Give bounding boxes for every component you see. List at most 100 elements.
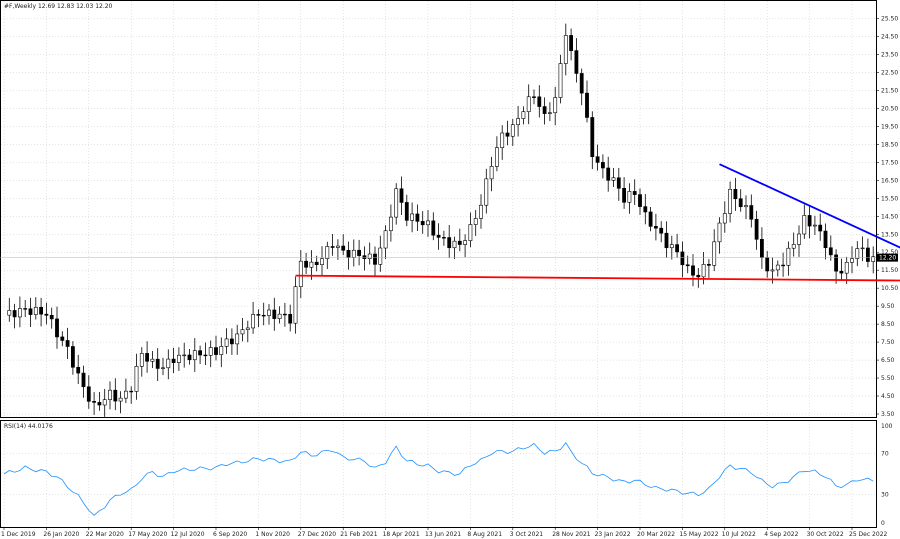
candle bbox=[828, 235, 833, 261]
candle bbox=[145, 341, 150, 373]
candle bbox=[33, 297, 38, 320]
candle bbox=[834, 249, 839, 284]
candle bbox=[134, 353, 139, 400]
candle bbox=[812, 215, 817, 236]
candle bbox=[717, 217, 722, 254]
candle bbox=[585, 80, 589, 123]
candle bbox=[675, 233, 680, 258]
candle bbox=[638, 188, 642, 215]
support-trendline bbox=[295, 274, 900, 282]
candle bbox=[102, 388, 107, 417]
candle bbox=[394, 183, 399, 225]
candle bbox=[240, 317, 245, 342]
candle bbox=[92, 392, 97, 415]
candle bbox=[521, 106, 526, 125]
candle bbox=[12, 303, 17, 329]
time-tick-label: 6 Sep 2020 bbox=[213, 531, 247, 538]
candle bbox=[81, 365, 86, 398]
candle bbox=[860, 236, 865, 262]
candle bbox=[304, 252, 309, 274]
candle bbox=[426, 210, 430, 237]
candle bbox=[680, 241, 685, 278]
candle bbox=[706, 259, 711, 278]
price-tick-label: 4.50 bbox=[881, 393, 895, 400]
candle bbox=[447, 225, 452, 259]
candle bbox=[441, 230, 446, 246]
candle bbox=[802, 204, 807, 239]
candle bbox=[65, 327, 70, 360]
time-tick-label: 28 Nov 2021 bbox=[552, 531, 591, 538]
candle bbox=[399, 176, 404, 215]
candle bbox=[155, 348, 160, 382]
candle bbox=[632, 179, 637, 205]
candle bbox=[542, 97, 547, 125]
candle bbox=[28, 297, 33, 327]
candle bbox=[39, 297, 44, 327]
candle bbox=[479, 194, 483, 229]
candle bbox=[622, 177, 627, 209]
candle bbox=[797, 225, 801, 257]
rsi-grid bbox=[1, 421, 876, 527]
candle bbox=[298, 250, 303, 299]
candle bbox=[161, 357, 165, 376]
time-tick-label: 30 Oct 2022 bbox=[807, 531, 844, 538]
candle bbox=[855, 241, 860, 267]
candle bbox=[537, 85, 542, 118]
candle bbox=[410, 202, 415, 233]
time-tick-label: 25 Dec 2022 bbox=[849, 531, 888, 538]
candle bbox=[124, 378, 128, 404]
time-tick-label: 12 Jul 2020 bbox=[171, 531, 205, 538]
candle bbox=[579, 68, 584, 106]
price-tick-label: 10.50 bbox=[881, 285, 898, 292]
price-tick-label: 7.50 bbox=[881, 339, 895, 346]
candle bbox=[362, 246, 367, 271]
candle bbox=[171, 347, 176, 374]
time-tick-label: 21 Feb 2021 bbox=[340, 531, 378, 538]
candle bbox=[23, 300, 28, 318]
price-tick-label: 17.50 bbox=[881, 159, 898, 166]
candle bbox=[505, 120, 510, 146]
candle bbox=[245, 320, 250, 343]
candle bbox=[744, 195, 748, 220]
time-tick-label: 20 Mar 2022 bbox=[637, 531, 675, 538]
candle bbox=[823, 223, 828, 260]
candle bbox=[791, 232, 796, 257]
candle bbox=[865, 238, 870, 268]
candle bbox=[341, 234, 346, 256]
candle bbox=[728, 181, 733, 223]
time-axis: 1 Dec 2019 26 Jan 2020 22 Mar 2020 17 May 2… bbox=[1, 527, 888, 538]
candle bbox=[129, 386, 134, 404]
candle bbox=[691, 254, 695, 287]
candle bbox=[463, 234, 468, 258]
candle bbox=[86, 375, 91, 409]
candle bbox=[553, 86, 558, 126]
candle bbox=[643, 194, 648, 225]
candle bbox=[288, 304, 293, 332]
time-tick-label: 1 Dec 2019 bbox=[1, 531, 36, 538]
candle bbox=[807, 205, 812, 239]
candle bbox=[510, 118, 515, 146]
time-tick-label: 8 Aug 2021 bbox=[467, 531, 502, 538]
price-panel-frame bbox=[0, 0, 877, 418]
candle bbox=[60, 331, 65, 347]
price-panel-header: #F,Weekly 12.69 12.83 12.03 12.20 bbox=[4, 3, 113, 10]
candle bbox=[7, 297, 12, 322]
candle bbox=[558, 54, 563, 104]
candle bbox=[484, 168, 489, 214]
candle bbox=[606, 156, 611, 192]
candle bbox=[468, 212, 473, 248]
candle bbox=[208, 340, 213, 368]
candle bbox=[696, 267, 701, 288]
candle bbox=[574, 38, 579, 83]
price-tick-label: 14.50 bbox=[881, 213, 898, 220]
candle bbox=[76, 354, 81, 385]
price-tick-label: 21.50 bbox=[881, 87, 898, 94]
candle bbox=[108, 381, 112, 410]
price-tick-label: 24.50 bbox=[881, 34, 898, 41]
price-tick-label: 8.50 bbox=[881, 321, 895, 328]
candle bbox=[547, 102, 552, 122]
rsi-series bbox=[3, 442, 874, 516]
candle bbox=[214, 335, 218, 361]
price-tick-label: 18.50 bbox=[881, 141, 898, 148]
time-tick-label: 27 Dec 2020 bbox=[298, 531, 337, 538]
